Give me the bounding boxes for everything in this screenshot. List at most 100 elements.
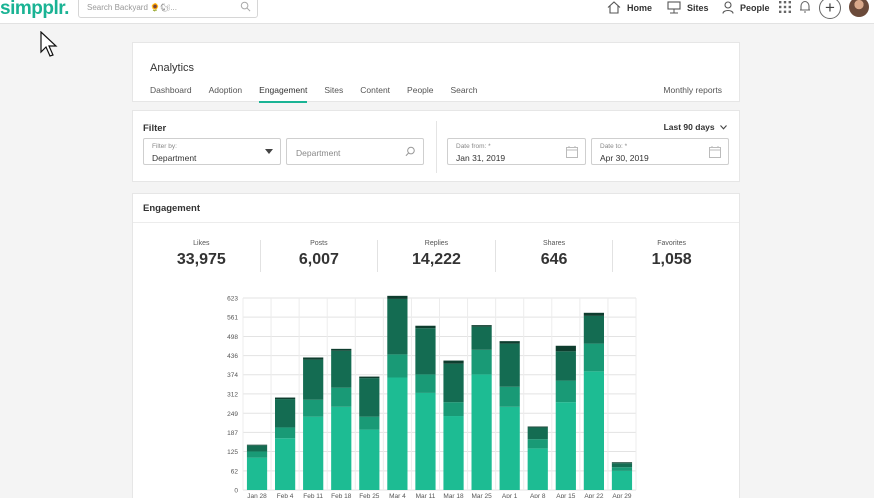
filter-panel: Filter Last 90 days Filter by: Departmen… <box>132 110 740 182</box>
nav-people[interactable]: People <box>722 1 770 14</box>
bar-segment[interactable] <box>246 457 268 490</box>
bar-segment[interactable] <box>387 295 408 299</box>
bar-segment[interactable] <box>359 378 380 417</box>
bar-segment[interactable] <box>303 359 324 400</box>
search-icon[interactable] <box>240 1 251 12</box>
department-search-field[interactable]: Department <box>286 138 424 165</box>
bar-segment[interactable] <box>443 402 464 417</box>
filter-by-value: Department <box>152 153 197 163</box>
tab-search[interactable]: Search <box>450 85 478 95</box>
bar-segment[interactable] <box>527 448 548 490</box>
bar-segment[interactable] <box>443 416 464 490</box>
bell-icon[interactable] <box>799 0 811 13</box>
bar-segment[interactable] <box>527 439 548 449</box>
x-tick-label: Mar 11 <box>416 493 436 498</box>
bar-segment[interactable] <box>471 325 492 327</box>
calendar-icon[interactable] <box>566 146 578 158</box>
bar-segment[interactable] <box>555 380 576 403</box>
x-tick-label: Apr 1 <box>502 493 518 498</box>
bar-segment[interactable] <box>583 343 604 372</box>
bar-segment[interactable] <box>331 348 352 351</box>
bar-segment[interactable] <box>499 386 520 407</box>
bar-segment[interactable] <box>415 328 436 375</box>
bar-segment[interactable] <box>527 426 548 428</box>
bar-segment[interactable] <box>415 374 436 393</box>
bar-segment[interactable] <box>387 377 408 490</box>
tab-sites[interactable]: Sites <box>324 85 344 95</box>
bar-segment[interactable] <box>583 315 604 344</box>
tab-people[interactable]: People <box>407 85 434 95</box>
y-tick-label: 436 <box>227 353 238 360</box>
grid-icon[interactable] <box>779 1 791 13</box>
bar-segment[interactable] <box>387 354 408 378</box>
bar-segment[interactable] <box>275 427 296 439</box>
bar-segment[interactable] <box>471 326 492 350</box>
date-range-dropdown[interactable]: Last 90 days <box>664 122 727 132</box>
bar-segment[interactable] <box>611 463 633 468</box>
nav-home[interactable]: Home <box>607 1 652 14</box>
bar-segment[interactable] <box>387 298 408 355</box>
bar-segment[interactable] <box>415 392 436 490</box>
bar-segment[interactable] <box>611 467 633 471</box>
bar-segment[interactable] <box>471 374 492 490</box>
filter-by-select[interactable]: Filter by: Department <box>143 138 281 165</box>
add-button[interactable]: + <box>819 0 841 19</box>
bar-segment[interactable] <box>555 345 576 352</box>
y-tick-label: 125 <box>227 449 238 456</box>
bar-segment[interactable] <box>303 416 324 490</box>
tab-adoption[interactable]: Adoption <box>208 85 243 95</box>
bar-segment[interactable] <box>246 444 268 446</box>
bar-segment[interactable] <box>275 438 296 490</box>
tab-dashboard[interactable]: Dashboard <box>150 85 192 95</box>
x-tick-label: Feb 11 <box>303 493 323 498</box>
chevron-down-icon <box>720 125 727 130</box>
bar-segment[interactable] <box>331 387 352 407</box>
bar-segment[interactable] <box>471 349 492 375</box>
bar-segment[interactable] <box>583 371 604 490</box>
bar-segment[interactable] <box>527 427 548 440</box>
y-tick-label: 187 <box>227 430 238 437</box>
sites-icon <box>667 1 681 14</box>
bar-segment[interactable] <box>443 360 464 364</box>
bar-segment[interactable] <box>359 416 380 430</box>
bar-segment[interactable] <box>611 470 633 490</box>
bar-segment[interactable] <box>555 402 576 490</box>
bar-segment[interactable] <box>359 376 380 379</box>
y-tick-label: 623 <box>227 296 238 303</box>
engagement-title: Engagement <box>143 203 201 214</box>
bar-segment[interactable] <box>359 429 380 490</box>
bar-segment[interactable] <box>303 399 324 417</box>
calendar-icon[interactable] <box>709 146 721 158</box>
bar-segment[interactable] <box>499 343 520 387</box>
search-input[interactable]: Search Backyard 🌻🐿... <box>78 0 258 18</box>
nav-sites[interactable]: Sites <box>667 1 709 14</box>
stat-posts: Posts 6,007 <box>259 240 378 272</box>
bar-segment[interactable] <box>499 341 520 344</box>
bar-segment[interactable] <box>275 397 296 400</box>
avatar[interactable] <box>849 0 869 17</box>
stat-value: 14,222 <box>412 251 461 268</box>
bar-segment[interactable] <box>611 462 633 464</box>
bar-segment[interactable] <box>331 350 352 388</box>
bar-segment[interactable] <box>499 406 520 490</box>
bar-segment[interactable] <box>583 312 604 316</box>
monthly-reports-link[interactable]: Monthly reports <box>663 85 722 95</box>
bar-segment[interactable] <box>415 325 436 329</box>
bar-segment[interactable] <box>275 399 296 428</box>
bar-segment[interactable] <box>331 406 352 490</box>
date-from-field[interactable]: Date from: * Jan 31, 2019 <box>447 138 586 165</box>
top-bar: simpplr. Search Backyard 🌻🐿... Home Site… <box>0 0 874 24</box>
bar-segment[interactable] <box>443 363 464 403</box>
bar-segment[interactable] <box>246 445 268 452</box>
bar-segment[interactable] <box>303 357 324 360</box>
bar-segment[interactable] <box>555 351 576 381</box>
analytics-header: Analytics Dashboard Adoption Engagement … <box>132 42 740 103</box>
stat-value: 646 <box>540 251 568 268</box>
tab-engagement[interactable]: Engagement <box>259 85 308 103</box>
tab-content[interactable]: Content <box>360 85 391 95</box>
bar-segment[interactable] <box>246 451 268 458</box>
app-logo[interactable]: simpplr. <box>0 0 69 19</box>
x-tick-label: Mar 4 <box>389 493 406 498</box>
search-placeholder: Search Backyard 🌻🐿... <box>87 3 177 12</box>
date-to-field[interactable]: Date to: * Apr 30, 2019 <box>591 138 729 165</box>
